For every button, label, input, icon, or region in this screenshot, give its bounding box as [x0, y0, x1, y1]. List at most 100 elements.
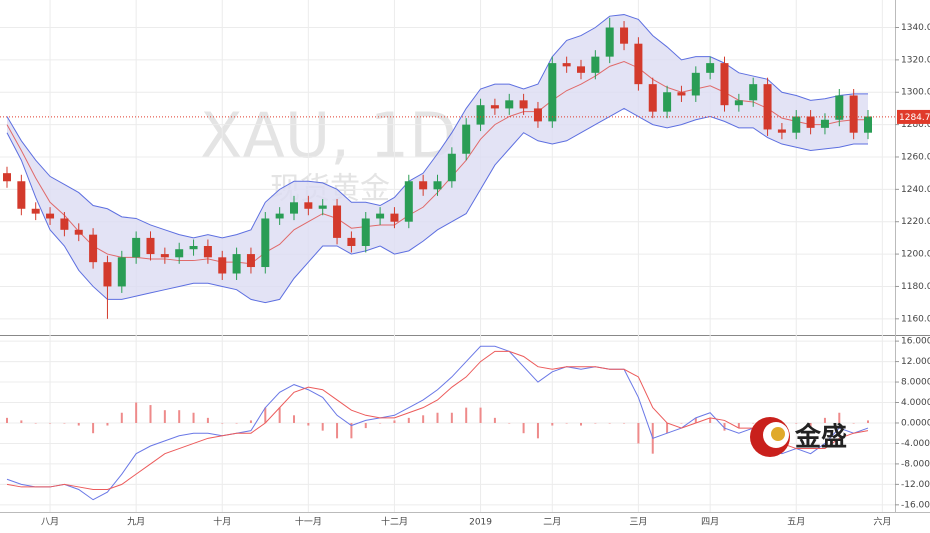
watermark-title: XAU, 1D — [200, 99, 457, 172]
line-lower — [6, 107, 868, 304]
candle-body — [806, 116, 815, 128]
y-tick-label: 1300.00 — [901, 88, 930, 98]
macd-histogram-bar — [379, 422, 382, 424]
candle-body — [261, 218, 270, 268]
candle-body — [476, 105, 485, 125]
candle-body — [519, 100, 528, 109]
candle-body — [175, 249, 184, 258]
macd-histogram-bar — [163, 410, 166, 423]
macd-histogram-bar — [321, 422, 324, 431]
macd-histogram-bar — [551, 422, 554, 426]
macd-histogram-bar — [63, 422, 66, 424]
macd-histogram-bar — [436, 412, 439, 423]
candle-body — [749, 84, 758, 101]
candle-body — [777, 129, 786, 133]
candle-body — [275, 213, 284, 219]
macd-histogram-bar — [809, 422, 812, 429]
line-dea — [6, 350, 869, 490]
candle-body — [404, 181, 413, 222]
candle-body — [17, 181, 26, 209]
candle-body — [60, 218, 69, 230]
candle-body — [864, 116, 872, 133]
line-dif — [6, 345, 869, 501]
y-tick-label: -4.0000 — [901, 439, 930, 449]
macd-histogram-bar — [694, 417, 697, 423]
macd-histogram-bar — [350, 422, 353, 439]
macd-histogram-bar — [92, 422, 95, 434]
candle-body — [290, 202, 298, 214]
macd-histogram-bar — [795, 422, 798, 424]
macd-histogram-bar — [264, 407, 267, 423]
y-tick-label: 1240.00 — [901, 185, 930, 195]
candle-body — [462, 124, 471, 154]
macd-histogram-bar — [867, 420, 869, 423]
candle-body — [318, 205, 327, 209]
macd-histogram-bar — [737, 422, 740, 429]
candle-body — [620, 27, 629, 44]
macd-histogram-bar — [178, 410, 181, 423]
candle-body — [246, 254, 255, 268]
macd-histogram-bar — [336, 422, 339, 439]
macd-histogram-bar — [522, 422, 525, 434]
macd-histogram-bar — [77, 422, 80, 426]
candle-body — [562, 63, 571, 67]
y-tick-label: 1220.00 — [901, 217, 930, 227]
y-tick-label: 1160.00 — [901, 314, 930, 324]
candle-body — [347, 237, 356, 246]
macd-histogram-bar — [852, 422, 855, 424]
macd-histogram-bar — [680, 422, 683, 424]
y-tick-label: 16.0000 — [901, 337, 930, 347]
macd-histogram-bar — [752, 422, 755, 424]
y-tick-label: -16.000 — [901, 500, 930, 510]
y-tick-label: -8.0000 — [901, 459, 930, 469]
candle-body — [160, 254, 169, 258]
x-tick-label: 2019 — [469, 518, 492, 528]
macd-histogram-bar — [49, 422, 52, 424]
macd-histogram-bar — [34, 422, 37, 424]
candle-body — [103, 262, 112, 287]
macd-histogram-bar — [465, 407, 468, 423]
candle-body — [203, 245, 212, 258]
candle-body — [533, 108, 542, 122]
y-tick-label: 1200.00 — [901, 250, 930, 260]
candle-body — [820, 119, 829, 128]
macd-histogram-bar — [536, 422, 539, 439]
macd-histogram-bar — [106, 422, 109, 426]
candle-body — [333, 205, 342, 238]
macd-histogram-bar — [493, 417, 496, 423]
candle-body — [591, 56, 600, 73]
macd-histogram-bar — [407, 417, 410, 423]
macd-histogram-bar — [623, 422, 626, 424]
candle-body — [189, 245, 198, 250]
macd-histogram-bar — [723, 422, 726, 431]
candle-body — [548, 63, 557, 122]
candle-body — [677, 92, 686, 96]
candle-body — [849, 95, 858, 133]
y-tick-label: 1340.00 — [901, 23, 930, 33]
macd-histogram-bar — [637, 422, 640, 444]
x-tick-label: 三月 — [629, 517, 647, 528]
candle-body — [376, 213, 385, 219]
last-price-label: 1284.75 — [899, 113, 930, 123]
labels: 1160.00 1180.00 1200.00 1220.00 1240.00 1260.… — [41, 23, 930, 528]
macd-histogram-bar — [307, 422, 310, 426]
y-tick-label: 12.0000 — [901, 357, 930, 367]
candle-body — [89, 234, 98, 263]
candle-body — [634, 43, 643, 85]
candle-body — [691, 72, 700, 96]
candle-body — [490, 105, 499, 109]
macd-histogram-bar — [393, 420, 396, 423]
macd-histogram-bar — [709, 417, 712, 423]
x-tick-label: 十二月 — [381, 516, 408, 528]
macd-histogram-bar — [666, 422, 669, 434]
logo-icon — [771, 427, 785, 441]
candle-body — [835, 95, 844, 120]
macd-histogram-bar — [293, 415, 295, 423]
y-tick-label: 1280.00 — [901, 120, 930, 130]
x-tick-label: 五月 — [787, 517, 805, 528]
x-tick-label: 九月 — [127, 517, 145, 528]
macd-histogram-bar — [120, 412, 123, 423]
candle-body — [792, 116, 801, 133]
candle-body — [763, 84, 772, 130]
